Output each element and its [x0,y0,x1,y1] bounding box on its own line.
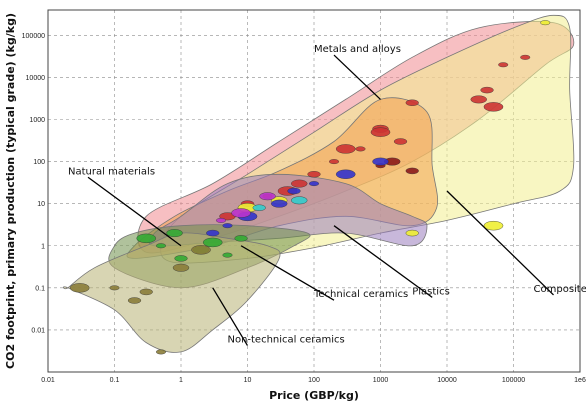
bubble-marker [136,233,157,244]
bubble-marker [259,192,276,201]
bubble-marker [271,199,288,208]
bubble-marker [139,288,153,296]
technical-ceramics-pointer-line [240,245,335,301]
bubble-marker [231,208,251,218]
plastics-pointer-line [333,225,433,298]
x-tick-label: 10 [244,377,252,384]
x-tick-label: 0.01 [41,377,55,384]
bubble-marker [234,235,248,242]
bubble-marker [405,229,419,237]
bubble-marker [109,285,120,291]
bubble-marker [69,283,90,293]
y-tick-label: 1 [41,243,45,250]
x-tick-label: 1e6 [574,377,586,384]
bubble-marker [191,245,211,255]
bubble-marker [470,95,487,104]
metals-and-alloys-pointer-line [333,54,381,100]
bubble-marker [222,252,233,258]
x-tick-labels: 0.01 0.1 1 10 100 1000 10000 100000 1e6 [41,377,586,384]
bubble-marker [174,255,188,262]
bubble-marker [355,146,366,152]
bubble-marker [202,237,223,248]
x-tick-label: 1000 [373,377,389,384]
bubble-marker [155,349,166,355]
bubble-marker [405,167,419,175]
composites-pointer-line [446,190,554,296]
non-technical-ceramics-envelope [63,232,281,353]
y-tick-label: 10000 [26,75,46,82]
bubble-marker [252,204,266,211]
bubble-marker [480,86,494,94]
x-tick-label: 100000 [502,377,525,384]
bubble-marker [520,54,531,60]
bubble-marker [166,229,183,238]
bubble-marker [335,144,356,154]
non-technical-ceramics-label: Non-technical ceramics [227,335,344,346]
bubble-marker [155,243,166,249]
bubble-marker [309,181,320,187]
bubble-marker [483,102,504,112]
bubble-marker [498,62,509,68]
material-bubbles [69,20,551,355]
bubble-marker [329,159,340,165]
bubble-marker [291,196,308,205]
non-technical-ceramics-pointer-line [212,287,249,346]
bubble-marker [172,263,190,272]
bubble-marker [307,171,321,178]
x-axis-label: Price (GBP/kg) [269,389,359,402]
bubble-marker [483,220,504,231]
x-tick-label: 1 [179,377,183,384]
x-tick-label: 100 [308,377,320,384]
x-tick-label: 0.1 [110,377,120,384]
bubble-marker [335,169,356,179]
natural-materials-pointer-line [87,176,182,247]
bubble-marker [216,217,227,223]
y-tick-label: 0.1 [35,285,45,292]
technical-ceramics-label: Technical ceramics [313,289,408,300]
y-tick-label: 1000 [29,117,45,124]
y-tick-labels: 0.01 0.1 1 10 100 1000 10000 100000 [22,33,45,335]
plastics-label: Plastics [412,286,450,297]
bubble-marker [370,127,391,137]
bubble-marker [540,20,551,26]
bubble-marker [222,223,233,229]
bubble-marker [287,187,301,195]
y-tick-label: 100 [33,159,45,166]
bubble-marker [372,157,389,166]
bubble-marker [393,138,408,145]
y-tick-label: 10 [37,201,45,208]
y-tick-label: 0.01 [31,327,45,334]
bubble-marker [291,179,308,188]
bubble-marker [127,297,142,304]
y-tick-label: 100000 [22,33,45,40]
metals-and-alloys-label: Metals and alloys [314,44,401,55]
x-tick-label: 10000 [437,377,457,384]
bubble-marker [206,229,220,237]
composites-label: Composites [534,284,586,295]
bubble-marker [405,99,419,106]
plot-frame [47,9,581,373]
y-axis-label: CO2 footprint, primary production (typic… [4,13,17,369]
family-labels: Metals and alloys Composites Technical cer… [68,44,586,346]
family-envelopes [63,14,575,353]
natural-materials-label: Natural materials [68,166,155,177]
